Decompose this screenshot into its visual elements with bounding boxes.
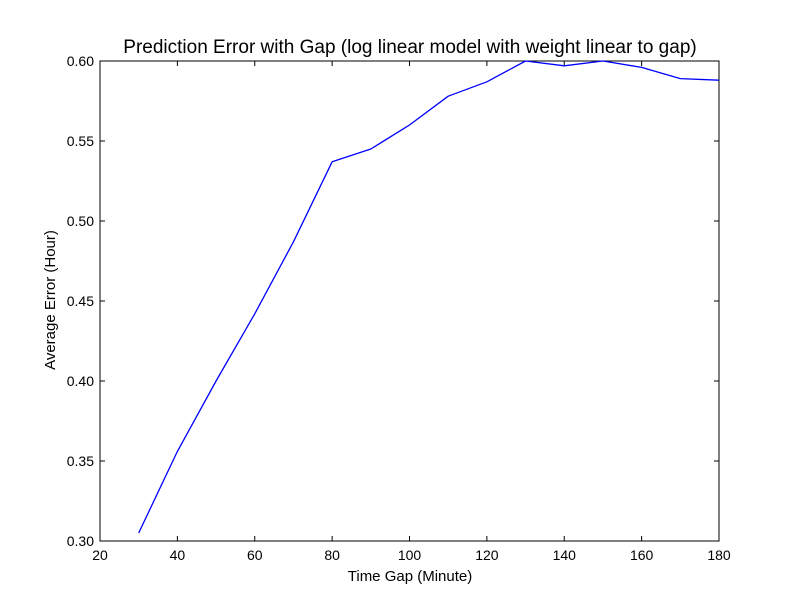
data-point: [485, 80, 489, 84]
data-point: [253, 312, 257, 316]
y-tick-label: 0.40: [67, 373, 94, 389]
series-line-0: [138, 60, 720, 534]
y-tick-label: 0.30: [67, 533, 94, 549]
x-tick-label: 160: [630, 547, 654, 563]
x-axis-label: Time Gap (Minute): [348, 568, 472, 585]
y-tick-label: 0.35: [67, 453, 94, 469]
y-tick-label: 0.55: [67, 133, 94, 149]
data-point: [408, 123, 412, 127]
data-point: [175, 449, 179, 453]
plot-frame: [99, 60, 720, 542]
plot-area: [99, 60, 720, 542]
data-point: [369, 147, 373, 151]
y-tick-label: 0.45: [67, 293, 94, 309]
x-tick-label: 140: [553, 547, 577, 563]
data-point: [717, 78, 721, 82]
series-layer: [137, 59, 721, 535]
data-point: [291, 240, 295, 244]
axis-ticks: 20 40 60 80 100 120 140 160 180 0.30 0.35 0.40 0.45 0…: [67, 53, 731, 563]
data-point: [524, 59, 528, 63]
chart-title: Prediction Error with Gap (log linear mo…: [123, 37, 696, 58]
data-point: [678, 77, 682, 81]
x-tick-label: 120: [475, 547, 499, 563]
data-point: [214, 379, 218, 383]
data-point: [446, 94, 450, 98]
x-tick-label: 40: [170, 547, 186, 563]
data-point: [137, 531, 141, 535]
data-point: [562, 64, 566, 68]
data-point: [640, 65, 644, 69]
x-tick-label: 60: [247, 547, 263, 563]
data-point: [330, 160, 334, 164]
y-tick-label: 0.60: [67, 53, 94, 69]
x-tick-label: 100: [398, 547, 422, 563]
y-tick-label: 0.50: [67, 213, 94, 229]
x-tick-label: 20: [92, 547, 108, 563]
x-tick-label: 180: [707, 547, 731, 563]
data-point: [601, 59, 605, 63]
y-axis-label: Average Error (Hour): [42, 230, 59, 370]
x-tick-label: 80: [324, 547, 340, 563]
